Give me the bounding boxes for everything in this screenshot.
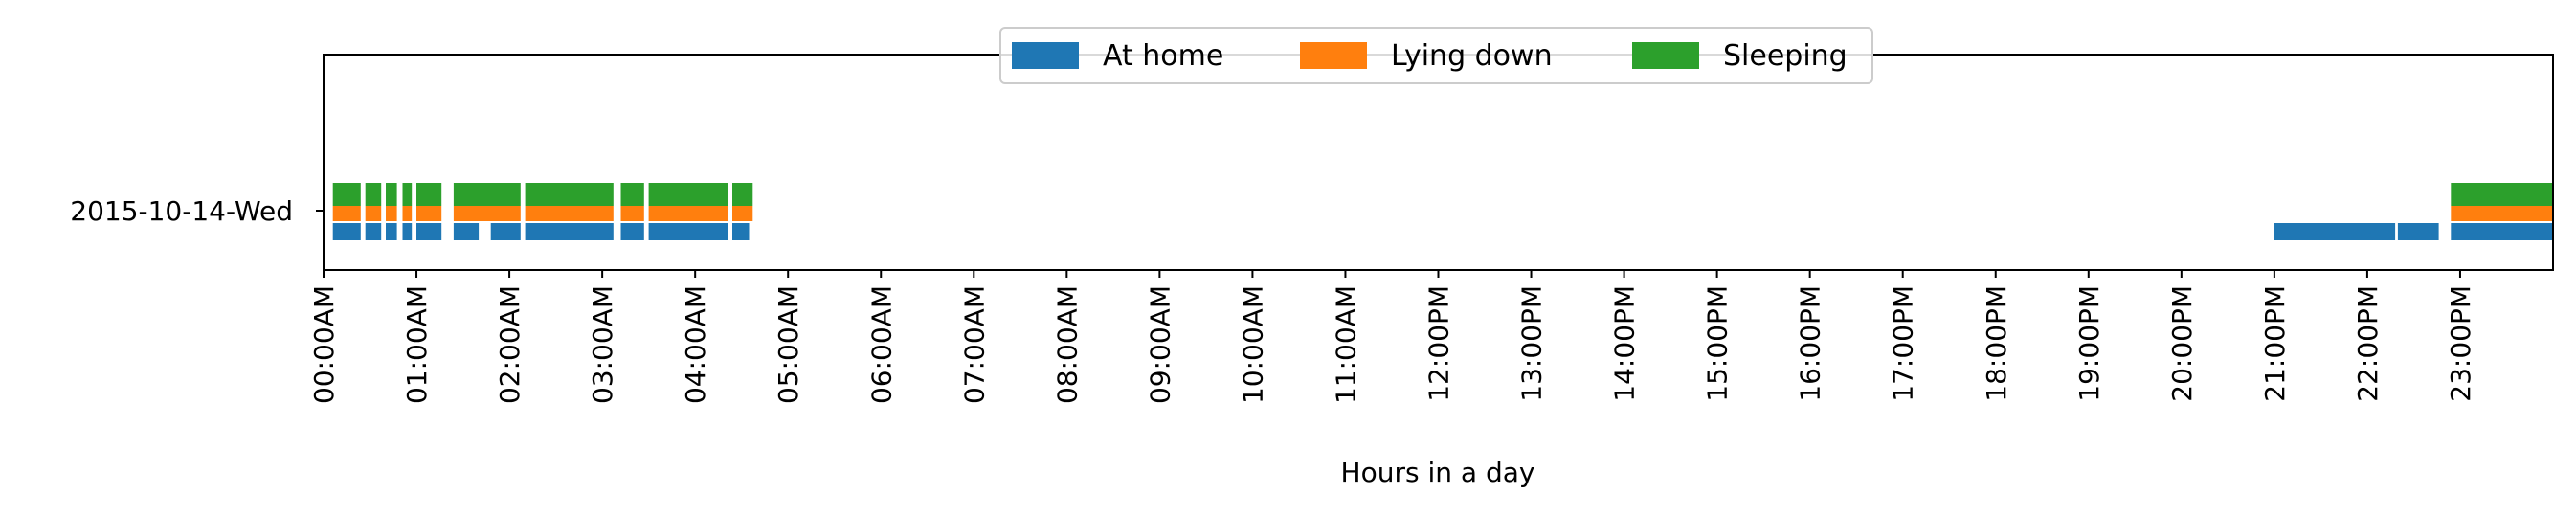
x-axis: 00:00AM 01:00AM 02:00AM 03:00AM 04:00AM 05:00…: [308, 270, 2476, 404]
x-tick-label: 03:00AM: [587, 285, 618, 404]
bar-at-home: [620, 223, 644, 240]
legend-frame: [999, 27, 1873, 84]
x-tick-label: 09:00AM: [1144, 285, 1176, 404]
bar-at-home: [525, 223, 614, 240]
x-tick-label: 07:00AM: [958, 285, 990, 404]
y-axis: 2015-10-14-Wed: [70, 195, 324, 227]
bar-lying-down: [732, 206, 753, 221]
x-tick-label: 11:00AM: [1330, 285, 1361, 404]
bar-lying-down: [365, 206, 382, 221]
bar-lying-down: [620, 206, 644, 221]
bars-group: [332, 183, 2553, 240]
bar-lying-down: [332, 206, 361, 221]
y-tick-label: 2015-10-14-Wed: [70, 195, 293, 227]
x-tick-label: 23:00PM: [2445, 285, 2476, 402]
bar-lying-down: [416, 206, 442, 221]
bar-sleeping: [620, 183, 644, 206]
bar-sleeping: [732, 183, 753, 206]
legend-swatch-lying-down: [1300, 42, 1367, 69]
bar-at-home: [2451, 223, 2553, 240]
bar-at-home: [2397, 223, 2439, 240]
bar-sleeping: [402, 183, 413, 206]
bar-sleeping: [365, 183, 382, 206]
x-tick-label: 17:00PM: [1888, 285, 1919, 402]
bar-at-home: [365, 223, 382, 240]
x-tick-label: 13:00PM: [1516, 285, 1548, 402]
x-tick-label: 22:00PM: [2352, 285, 2384, 402]
bar-sleeping: [453, 183, 521, 206]
bar-lying-down: [648, 206, 728, 221]
x-tick-label: 04:00AM: [680, 285, 711, 404]
legend: At home Lying down Sleeping: [999, 27, 1873, 84]
x-tick-label: 01:00AM: [401, 285, 433, 404]
x-tick-label: 12:00PM: [1423, 285, 1455, 402]
bar-at-home: [402, 223, 413, 240]
x-tick-label: 21:00PM: [2259, 285, 2291, 402]
legend-swatch-at-home: [1012, 42, 1079, 69]
bar-sleeping: [648, 183, 728, 206]
bar-lying-down: [386, 206, 397, 221]
bar-lying-down: [525, 206, 614, 221]
x-tick-label: 10:00AM: [1237, 285, 1268, 404]
x-tick-label: 16:00PM: [1795, 285, 1826, 402]
bar-lying-down: [402, 206, 413, 221]
bar-at-home: [416, 223, 442, 240]
x-tick-label: 18:00PM: [1981, 285, 2012, 402]
bar-sleeping: [2451, 183, 2553, 206]
x-tick-label: 00:00AM: [308, 285, 340, 404]
x-tick-label: 14:00PM: [1609, 285, 1641, 402]
bar-at-home: [490, 223, 521, 240]
x-tick-label: 20:00PM: [2166, 285, 2198, 402]
bar-at-home: [2274, 223, 2396, 240]
bar-lying-down: [453, 206, 521, 221]
x-tick-label: 19:00PM: [2073, 285, 2105, 402]
legend-label-lying-down: Lying down: [1391, 39, 1553, 73]
bar-sleeping: [332, 183, 361, 206]
bar-sleeping: [416, 183, 442, 206]
legend-label-sleeping: Sleeping: [1723, 39, 1848, 73]
bar-sleeping: [525, 183, 614, 206]
bar-at-home: [732, 223, 750, 240]
bar-lying-down: [2451, 206, 2553, 221]
legend-label-at-home: At home: [1103, 39, 1223, 73]
bar-at-home: [648, 223, 728, 240]
x-tick-label: 08:00AM: [1051, 285, 1083, 404]
x-tick-label: 06:00AM: [865, 285, 897, 404]
x-tick-label: 05:00AM: [773, 285, 804, 404]
legend-swatch-sleeping: [1632, 42, 1699, 69]
bar-at-home: [386, 223, 397, 240]
x-tick-label: 15:00PM: [1702, 285, 1734, 402]
x-tick-label: 02:00AM: [494, 285, 526, 404]
bar-at-home: [332, 223, 361, 240]
bar-at-home: [453, 223, 480, 240]
x-axis-label: Hours in a day: [1341, 457, 1535, 488]
bar-sleeping: [386, 183, 397, 206]
